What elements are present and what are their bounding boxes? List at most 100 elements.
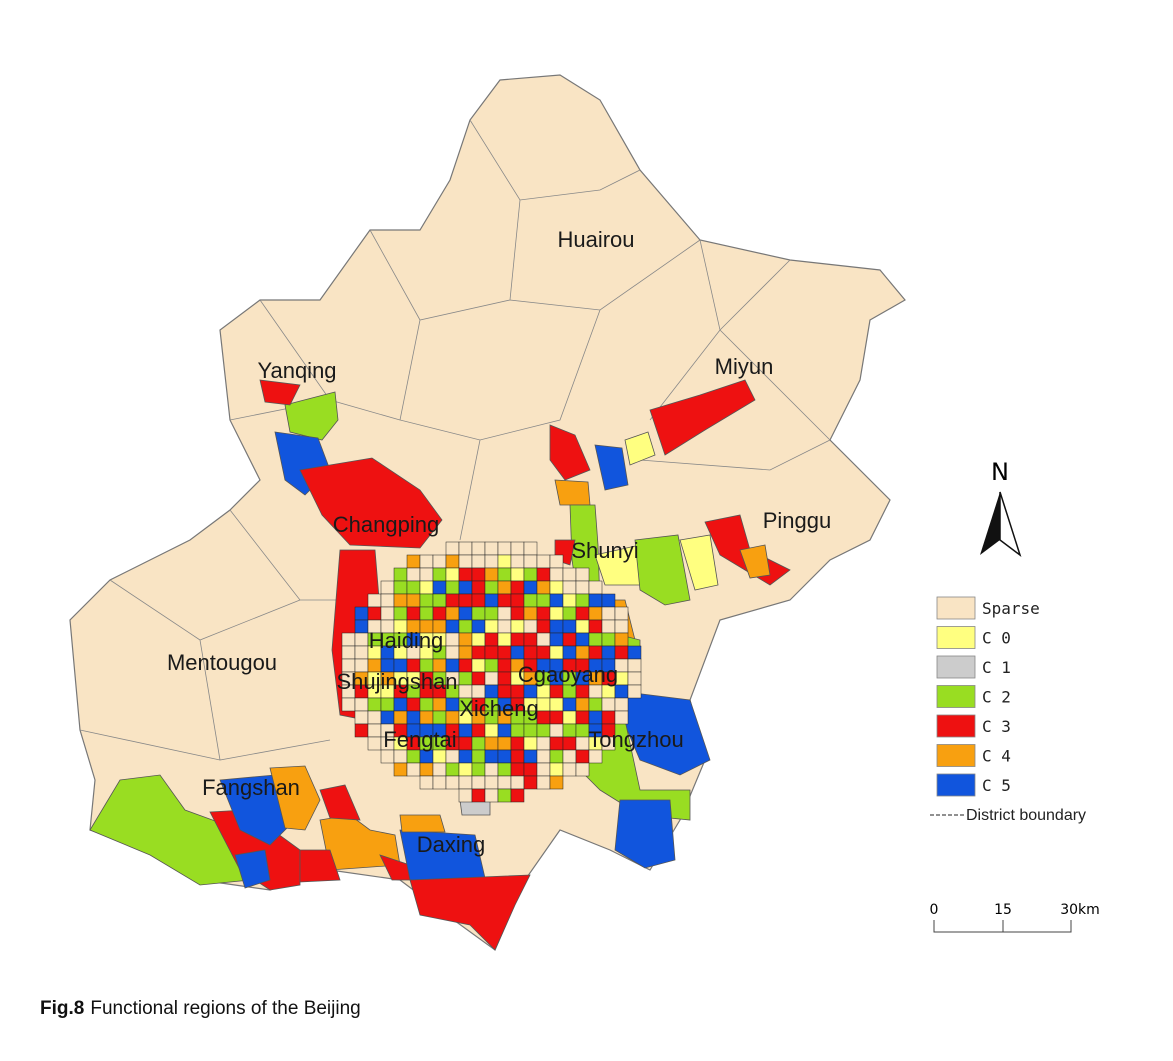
urban-cell: [380, 697, 395, 712]
urban-cell: [406, 580, 421, 595]
region-patch: [409, 874, 531, 951]
urban-cell: [445, 710, 460, 725]
urban-cell: [549, 749, 564, 764]
urban-cell: [523, 619, 538, 634]
legend-swatch: [936, 714, 976, 738]
urban-cell: [497, 593, 512, 608]
urban-cell: [419, 775, 434, 790]
urban-cell: [419, 567, 434, 582]
district-labels: Huairou Yanqing Miyun Changping Pinggu S…: [167, 227, 831, 857]
urban-cell: [510, 749, 525, 764]
urban-cell: [458, 606, 473, 621]
urban-cell: [536, 710, 551, 725]
legend: District boundary Sparse C 0 C 1 C 2 C 3 C 4 C…: [930, 596, 1086, 824]
district-label: Pinggu: [763, 508, 832, 533]
urban-cell: [458, 658, 473, 673]
urban-cell: [471, 762, 486, 777]
urban-cell: [354, 619, 369, 634]
urban-cell: [354, 632, 369, 647]
urban-cell: [471, 749, 486, 764]
urban-cell: [419, 710, 434, 725]
urban-cell: [393, 593, 408, 608]
north-arrow-right: [999, 491, 1022, 558]
urban-cell: [536, 567, 551, 582]
urban-cell: [575, 567, 590, 582]
urban-cell: [484, 645, 499, 660]
urban-cell: [406, 697, 421, 712]
urban-cell: [393, 580, 408, 595]
urban-cell: [627, 684, 642, 699]
urban-cell: [341, 697, 356, 712]
urban-cell: [380, 710, 395, 725]
legend-swatch: [936, 685, 976, 708]
legend-label: C 2: [982, 688, 1011, 707]
urban-cell: [510, 593, 525, 608]
urban-cell: [588, 580, 603, 595]
district-label: Fengtai: [383, 727, 456, 752]
scale-label: 30km: [1060, 902, 1100, 918]
urban-cell: [367, 723, 382, 738]
urban-cell: [523, 723, 538, 738]
region-patch: [649, 379, 756, 456]
district-label: Haiding: [369, 628, 444, 653]
urban-cell: [484, 606, 499, 621]
urban-cell: [458, 775, 473, 790]
region-patch: [609, 689, 711, 776]
urban-cell: [575, 593, 590, 608]
urban-cell: [614, 632, 629, 647]
urban-cell: [601, 619, 616, 634]
district-label: Changping: [333, 512, 439, 537]
urban-cell: [484, 580, 499, 595]
urban-cell: [562, 632, 577, 647]
urban-cell: [575, 697, 590, 712]
district-label: Xicheng: [459, 696, 539, 721]
urban-cell: [458, 567, 473, 582]
urban-cell: [601, 710, 616, 725]
urban-cell: [458, 580, 473, 595]
urban-cell: [445, 619, 460, 634]
urban-cell: [458, 645, 473, 660]
urban-cell: [471, 580, 486, 595]
urban-cell: [445, 554, 460, 569]
urban-cell: [510, 554, 525, 569]
urban-cell: [471, 632, 486, 647]
north-arrow: N: [980, 458, 1022, 558]
urban-cell: [536, 723, 551, 738]
urban-cell: [497, 658, 512, 673]
urban-cell: [458, 723, 473, 738]
urban-cell: [445, 645, 460, 660]
urban-cell: [419, 554, 434, 569]
urban-cell: [484, 788, 499, 803]
region-patch: [679, 534, 719, 591]
legend-swatch: [936, 626, 976, 649]
urban-cells: [341, 541, 642, 803]
urban-cell: [367, 697, 382, 712]
urban-cell: [562, 619, 577, 634]
urban-cell: [471, 658, 486, 673]
urban-cell: [432, 554, 447, 569]
caption: Fig.8 Functional regions of the Beijing: [40, 998, 361, 1019]
region-patch: [554, 479, 591, 506]
region-patch: [634, 534, 691, 606]
urban-cell: [575, 723, 590, 738]
urban-cell: [523, 567, 538, 582]
legend-label: C 3: [982, 717, 1011, 736]
north-label: N: [991, 458, 1009, 486]
urban-cell: [458, 671, 473, 686]
urban-cell: [588, 632, 603, 647]
urban-cell: [614, 606, 629, 621]
urban-cell: [601, 606, 616, 621]
urban-cell: [484, 593, 499, 608]
urban-cell: [614, 697, 629, 712]
urban-cell: [549, 775, 564, 790]
urban-cell: [562, 593, 577, 608]
urban-cell: [575, 606, 590, 621]
urban-cell: [588, 645, 603, 660]
urban-cell: [471, 567, 486, 582]
urban-cell: [458, 554, 473, 569]
urban-cell: [601, 632, 616, 647]
urban-cell: [536, 554, 551, 569]
urban-cell: [341, 645, 356, 660]
urban-cell: [536, 736, 551, 751]
urban-cell: [523, 775, 538, 790]
